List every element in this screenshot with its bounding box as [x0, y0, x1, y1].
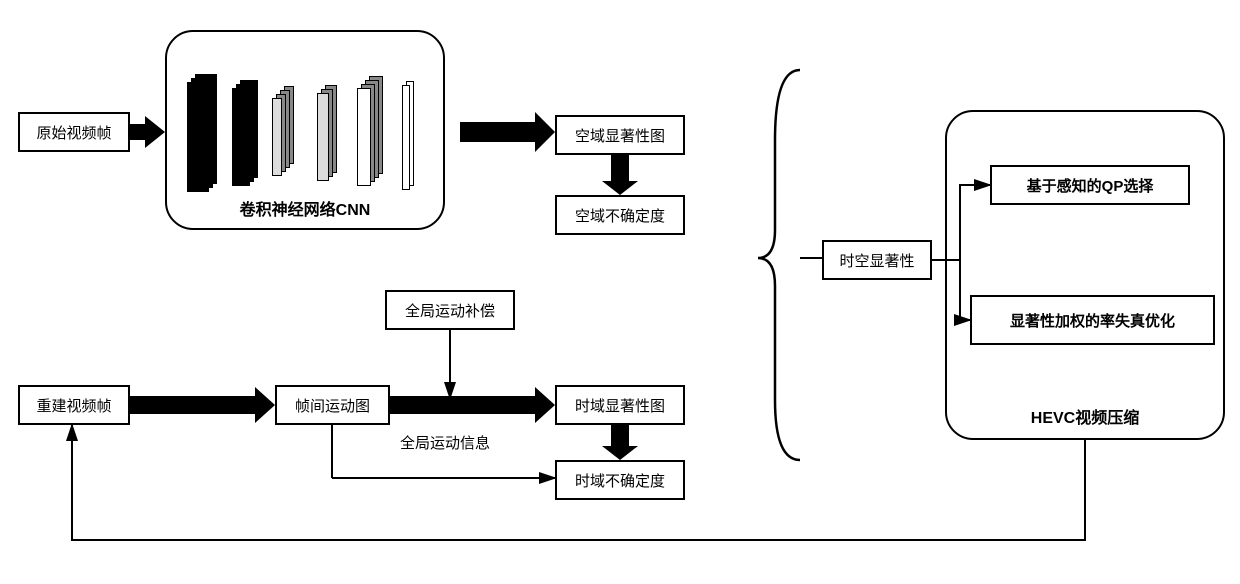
- motion-map-box: 帧间运动图: [275, 385, 390, 425]
- global-motion-comp-box: 全局运动补偿: [385, 290, 515, 330]
- global-motion-info-label: 全局运动信息: [400, 432, 490, 453]
- temporal-saliency-box: 时域显著性图: [555, 385, 685, 425]
- temporal-uncertainty-label: 时域不确定度: [575, 470, 665, 491]
- spatial-uncertainty-label: 空域不确定度: [575, 205, 665, 226]
- brace-path: [758, 70, 800, 460]
- qp-selection-label: 基于感知的QP选择: [1027, 175, 1154, 196]
- cnn-panel: 卷积神经网络CNN: [165, 30, 445, 230]
- spatial-uncertainty-box: 空域不确定度: [555, 195, 685, 235]
- spatiotemporal-saliency-label: 时空显著性: [839, 250, 914, 271]
- temporal-saliency-label: 时域显著性图: [575, 395, 665, 416]
- reconstructed-frame-label: 重建视频帧: [36, 395, 111, 416]
- original-frame-label: 原始视频帧: [36, 122, 111, 143]
- hevc-panel: HEVC视频压缩: [945, 110, 1225, 440]
- original-frame-box: 原始视频帧: [18, 112, 130, 152]
- spatial-saliency-label: 空域显著性图: [575, 125, 665, 146]
- global-motion-comp-label: 全局运动补偿: [405, 300, 495, 321]
- cnn-caption: 卷积神经网络CNN: [167, 196, 443, 220]
- temporal-uncertainty-box: 时域不确定度: [555, 460, 685, 500]
- motion-map-label: 帧间运动图: [295, 395, 370, 416]
- hevc-caption: HEVC视频压缩: [947, 404, 1223, 428]
- spatiotemporal-saliency-box: 时空显著性: [822, 240, 932, 280]
- cnn-layers: [187, 72, 427, 202]
- reconstructed-frame-box: 重建视频帧: [18, 385, 130, 425]
- spatial-saliency-box: 空域显著性图: [555, 115, 685, 155]
- rdo-label: 显著性加权的率失真优化: [1010, 310, 1175, 331]
- qp-selection-box: 基于感知的QP选择: [990, 165, 1190, 205]
- rdo-box: 显著性加权的率失真优化: [970, 295, 1215, 345]
